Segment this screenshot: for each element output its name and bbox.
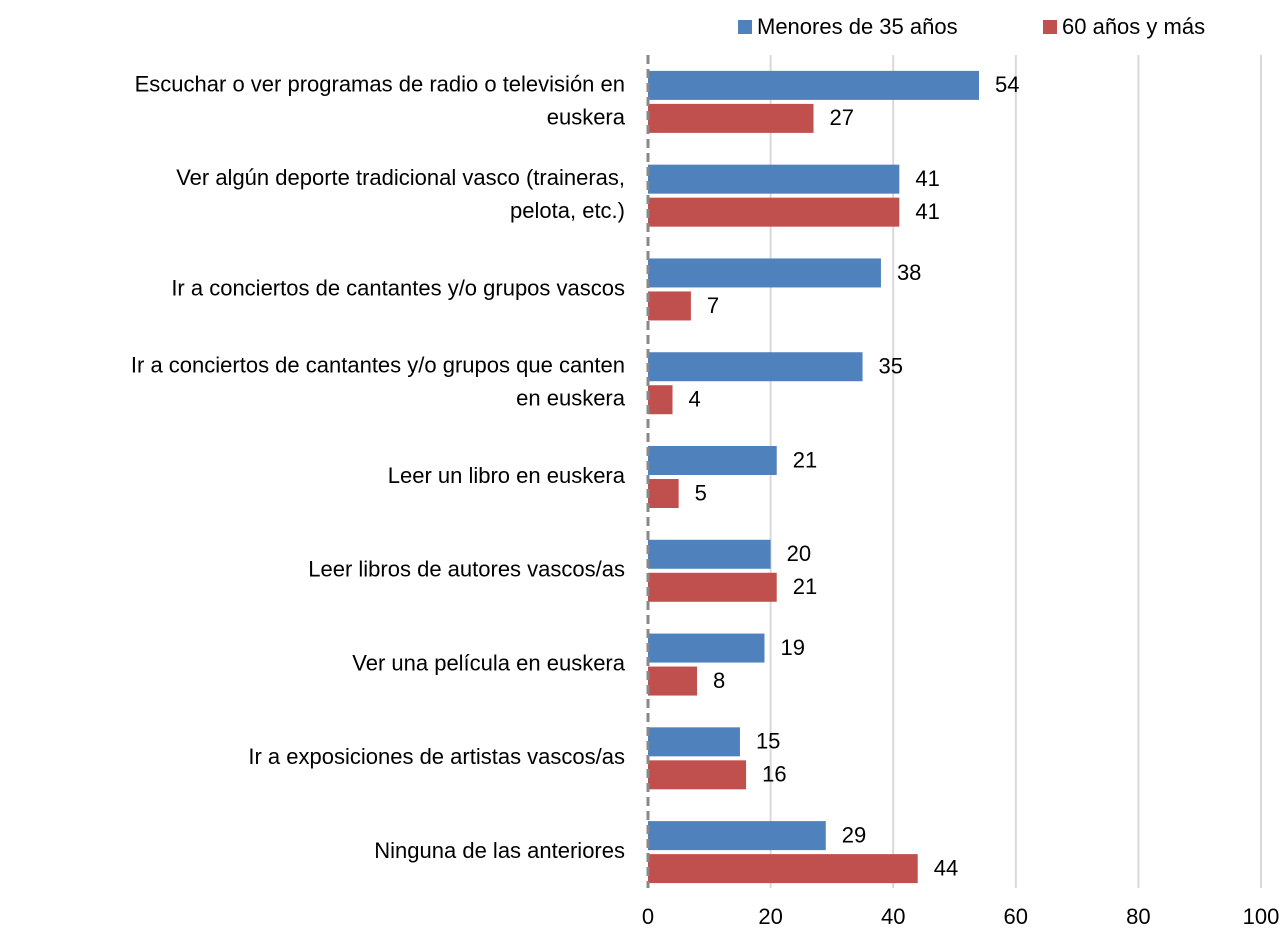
bar xyxy=(648,760,747,790)
bar xyxy=(648,727,740,757)
legend-swatch xyxy=(738,20,752,34)
data-label: 54 xyxy=(995,72,1019,97)
bar xyxy=(648,385,673,415)
legend-swatch xyxy=(1043,20,1057,34)
y-tick-label: Ninguna de las anteriores xyxy=(374,838,625,863)
y-tick-label: Ir a conciertos de cantantes y/o grupos … xyxy=(131,353,626,411)
data-label: 21 xyxy=(793,447,817,472)
data-label: 27 xyxy=(830,105,854,130)
bar xyxy=(648,352,863,382)
y-tick-label: Leer un libro en euskera xyxy=(388,463,626,488)
data-label: 41 xyxy=(915,166,939,191)
data-label: 16 xyxy=(762,762,786,787)
legend-label: Menores de 35 años xyxy=(757,14,958,39)
bar xyxy=(648,291,691,321)
data-label: 38 xyxy=(897,260,921,285)
bar xyxy=(648,854,918,884)
data-label: 29 xyxy=(842,822,866,847)
y-tick-label: Escuchar o ver programas de radio o tele… xyxy=(135,71,626,129)
data-label: 5 xyxy=(695,480,707,505)
bar xyxy=(648,70,980,100)
y-tick-label: Leer libros de autores vascos/as xyxy=(308,557,625,582)
data-label: 21 xyxy=(793,574,817,599)
bar xyxy=(648,821,826,851)
bar xyxy=(648,633,765,663)
y-tick-label: Ir a conciertos de cantantes y/o grupos … xyxy=(171,275,625,300)
data-label: 8 xyxy=(713,668,725,693)
y-tick-label: Ir a exposiciones de artistas vascos/as xyxy=(248,744,625,769)
bar xyxy=(648,164,900,194)
data-label: 44 xyxy=(934,855,958,880)
data-label: 15 xyxy=(756,729,780,754)
bar xyxy=(648,666,698,696)
data-label: 41 xyxy=(915,199,939,224)
bar xyxy=(648,258,881,288)
x-tick-label: 40 xyxy=(881,904,905,929)
bar xyxy=(648,197,900,227)
y-tick-label: Ver algún deporte tradicional vasco (tra… xyxy=(176,165,625,223)
data-label: 4 xyxy=(689,387,701,412)
x-tick-label: 20 xyxy=(758,904,782,929)
bar xyxy=(648,446,777,475)
bar xyxy=(648,539,771,569)
x-tick-label: 80 xyxy=(1126,904,1150,929)
x-tick-label: 0 xyxy=(642,904,654,929)
x-tick-label: 100 xyxy=(1243,904,1280,929)
data-label: 19 xyxy=(780,635,804,660)
data-label: 20 xyxy=(787,541,811,566)
x-tick-label: 60 xyxy=(1004,904,1028,929)
bar xyxy=(648,479,679,508)
bar xyxy=(648,103,814,133)
data-label: 35 xyxy=(879,354,903,379)
data-label: 7 xyxy=(707,293,719,318)
legend-label: 60 años y más xyxy=(1062,14,1205,39)
bar xyxy=(648,572,777,602)
y-tick-label: Ver una película en euskera xyxy=(352,650,626,675)
